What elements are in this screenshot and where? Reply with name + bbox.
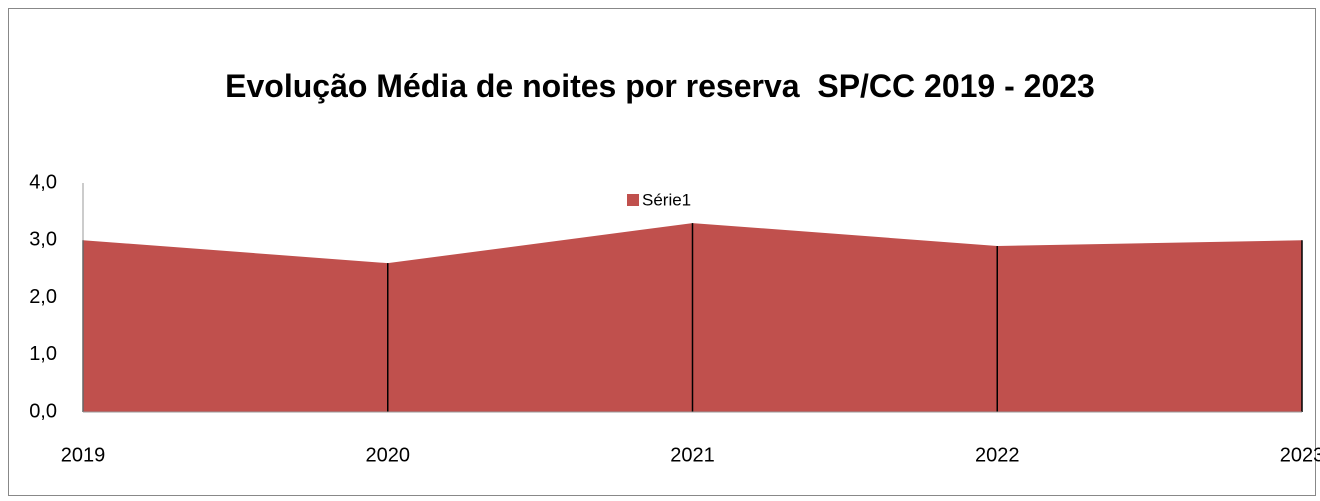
y-tick-label: 3,0 [29,229,57,251]
chart-title: Evolução Média de noites por reserva SP/… [225,68,1095,104]
x-tick-label: 2023 [1280,444,1320,466]
y-tick-label: 4,0 [29,171,57,193]
legend-swatch [627,194,639,206]
chart-border [8,8,1316,496]
y-tick-label: 2,0 [29,286,57,308]
x-tick-label: 2022 [975,444,1020,466]
x-tick-label: 2020 [366,444,411,466]
legend-label: Série1 [642,190,691,209]
y-tick-label: 1,0 [29,343,57,365]
y-tick-label: 0,0 [29,400,57,422]
x-tick-label: 2019 [61,444,106,466]
x-tick-label: 2021 [670,444,715,466]
